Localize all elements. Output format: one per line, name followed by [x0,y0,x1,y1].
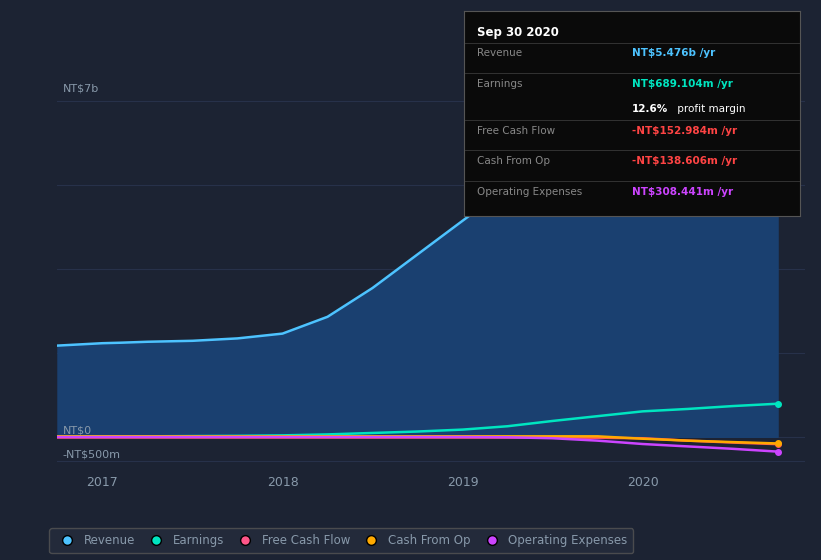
Text: -NT$138.606m /yr: -NT$138.606m /yr [632,156,737,166]
Text: Free Cash Flow: Free Cash Flow [477,125,556,136]
Legend: Revenue, Earnings, Free Cash Flow, Cash From Op, Operating Expenses: Revenue, Earnings, Free Cash Flow, Cash … [49,529,634,553]
Text: -NT$500m: -NT$500m [63,450,121,460]
Text: -NT$152.984m /yr: -NT$152.984m /yr [632,125,737,136]
Text: NT$308.441m /yr: NT$308.441m /yr [632,187,733,197]
Text: Cash From Op: Cash From Op [477,156,550,166]
Text: Revenue: Revenue [477,48,522,58]
Text: Earnings: Earnings [477,78,523,88]
Text: NT$5.476b /yr: NT$5.476b /yr [632,48,715,58]
Text: profit margin: profit margin [674,104,745,114]
Text: NT$689.104m /yr: NT$689.104m /yr [632,78,733,88]
Text: 12.6%: 12.6% [632,104,668,114]
Text: NT$7b: NT$7b [63,83,99,94]
Text: Sep 30 2020: Sep 30 2020 [477,26,559,39]
Text: NT$0: NT$0 [63,426,92,435]
Text: Operating Expenses: Operating Expenses [477,187,583,197]
